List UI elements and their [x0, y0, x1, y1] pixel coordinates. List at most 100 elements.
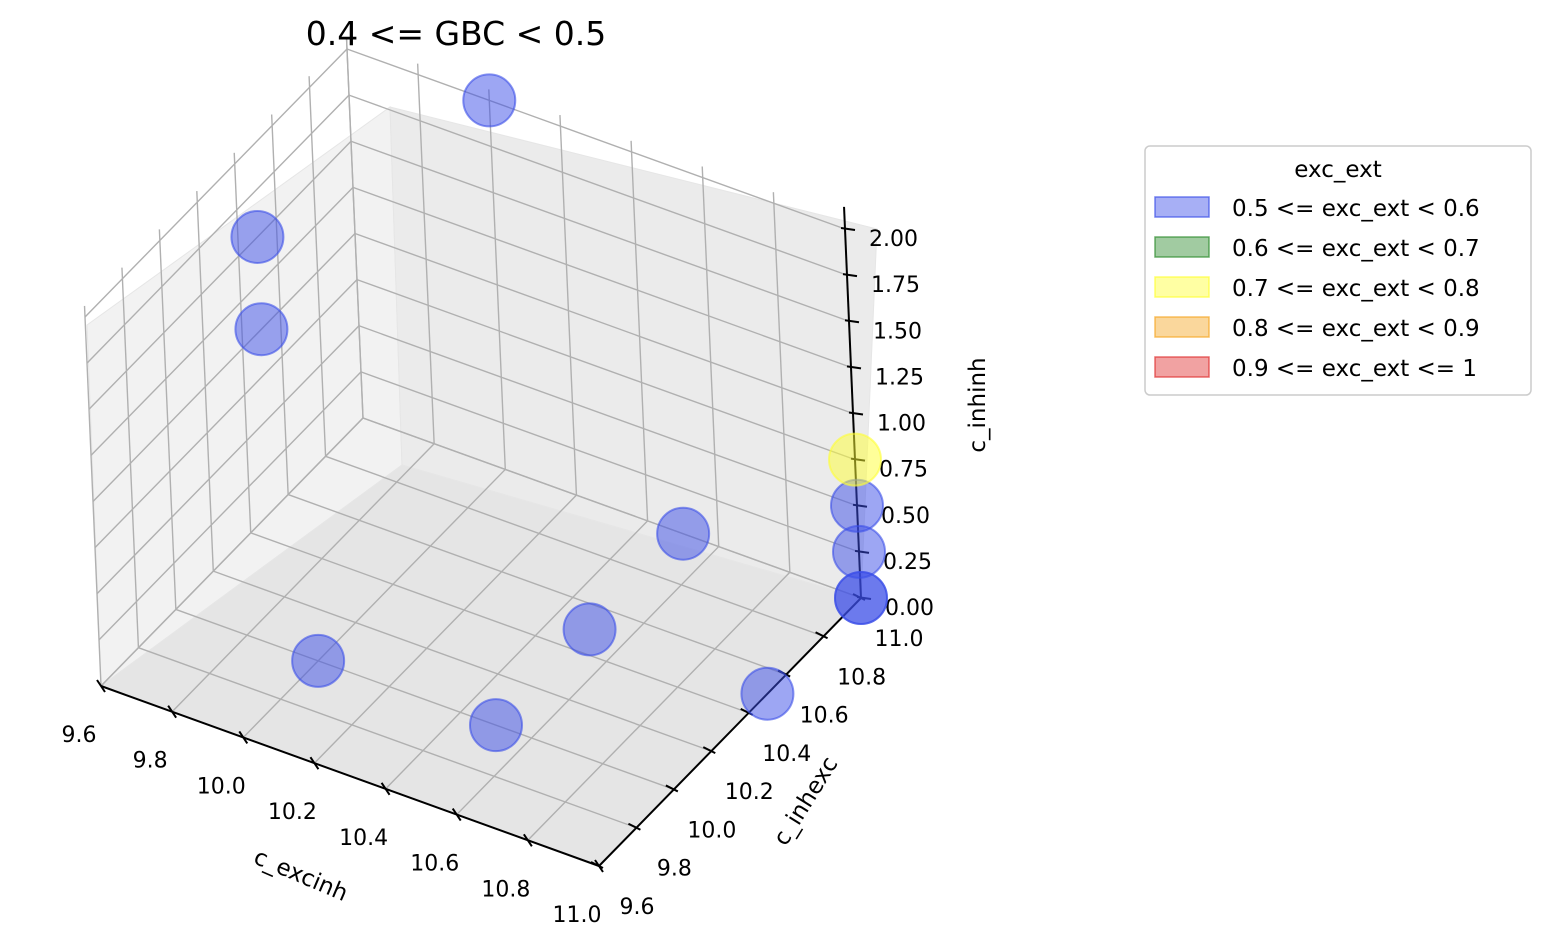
data-point: [469, 698, 523, 753]
gridline-z-right: [354, 232, 854, 415]
legend-frame: [1144, 145, 1532, 396]
data-point: [832, 524, 886, 579]
x-tick: [238, 730, 249, 744]
legend-entry-label: 0.8 <= exc_ext < 0.9: [1232, 316, 1480, 342]
gridline-z-left: [88, 140, 352, 410]
y-tick: [665, 784, 679, 793]
y-tick: [702, 746, 716, 755]
z-tick-label: 0.25: [883, 550, 932, 575]
gridline-z-right: [348, 94, 848, 276]
x-tick: [523, 833, 533, 847]
y-tick-label: 9.8: [657, 857, 692, 882]
z-tick: [842, 273, 858, 278]
gridline-z-right: [352, 186, 852, 369]
gridline-x-wall: [488, 89, 506, 470]
x-tick-label: 9.8: [133, 749, 168, 774]
gridline-y-wall: [196, 191, 214, 572]
gridline-x-wall: [701, 166, 720, 547]
ticks: 9.69.810.010.210.410.610.811.0 9.69.810.0…: [62, 227, 934, 928]
gridline-z-left: [94, 279, 358, 549]
gridline-z-left: [98, 371, 362, 641]
gridline-x-floor: [242, 468, 506, 738]
data-point: [830, 478, 884, 533]
z-tick-label: 1.75: [871, 273, 920, 298]
y-tick-label: 9.6: [620, 895, 655, 920]
y-tick-label: 10.4: [762, 742, 811, 767]
chart-title: 0.4 <= GBC < 0.5: [306, 14, 607, 53]
x-tick: [309, 756, 320, 770]
x-axis-line: [100, 685, 600, 867]
z-tick: [840, 227, 856, 231]
gridline-z-left: [92, 233, 356, 502]
data-point: [740, 666, 795, 721]
gridline-z-left: [100, 417, 364, 687]
gridline-z-right: [346, 48, 846, 230]
gridline-x-wall: [416, 63, 435, 444]
gridline-x-wall: [630, 140, 649, 521]
gridline-z-left: [84, 48, 348, 318]
gridline-y-floor: [138, 647, 637, 829]
data-point: [462, 73, 517, 128]
legend-swatch: [1154, 236, 1210, 258]
gridline-y-wall: [308, 76, 327, 457]
y-tick-label: 10.8: [837, 665, 886, 690]
z-tick: [846, 365, 862, 370]
z-tick-label: 0.50: [881, 504, 930, 529]
x-tick-label: 10.0: [197, 774, 246, 799]
gridline-z-left: [96, 325, 360, 595]
gridline-y-wall: [121, 267, 140, 648]
gridline-x-floor: [385, 520, 649, 790]
x-tick: [451, 808, 462, 822]
data-point: [291, 633, 346, 688]
y-axis-line: [598, 597, 862, 867]
gridline-x-wall: [772, 192, 791, 573]
gridline-y-wall: [345, 37, 364, 419]
gridline-y-wall: [83, 305, 102, 687]
x-axis-label: c_excinh: [250, 844, 352, 907]
gridline-x-floor: [456, 546, 720, 816]
axes-panes: [86, 106, 878, 867]
z-tick-label: 1.50: [873, 319, 922, 344]
data-point: [834, 571, 888, 625]
x-tick-label: 10.8: [481, 877, 530, 902]
x-tick-label: 10.6: [410, 852, 459, 877]
x-tick-label: 10.2: [268, 800, 317, 825]
gridline-y-floor: [325, 455, 824, 637]
data-points: [230, 73, 888, 753]
y-tick: [590, 861, 604, 869]
z-tick-label: 1.25: [875, 365, 924, 390]
data-point: [656, 506, 711, 561]
y-axis-label: c_inhexc: [769, 752, 844, 850]
x-tick: [380, 782, 391, 796]
y-tick: [627, 822, 641, 831]
gridline-x-floor: [527, 571, 791, 841]
legend-entries: 0.5 <= exc_ext < 0.6 0.6 <= exc_ext < 0.7…: [1154, 196, 1480, 382]
legend-entry-label: 0.6 <= exc_ext < 0.7: [1232, 236, 1480, 262]
gridline-y-floor: [250, 532, 749, 714]
y-tick: [815, 631, 829, 640]
z-axis-label: c_inhinh: [965, 357, 991, 452]
legend-swatch: [1154, 356, 1210, 378]
gridline-z-left: [90, 186, 354, 456]
y-tick-label: 10.2: [725, 780, 774, 805]
gridline-z-left: [86, 94, 350, 364]
x-tick-label: 9.6: [62, 723, 97, 748]
gridline-y-floor: [175, 608, 675, 791]
gridline-x-wall: [559, 115, 578, 496]
z-tick-label: 1.00: [877, 412, 926, 437]
x-tick: [96, 679, 106, 693]
gridline-y-wall: [270, 114, 289, 495]
z-tick-label: 0.00: [885, 596, 934, 621]
y-tick-label: 10.0: [687, 818, 736, 843]
gridline-y-floor: [287, 493, 787, 676]
z-tick-label: 2.00: [869, 227, 918, 252]
legend-swatch: [1154, 276, 1210, 298]
gridline-x-floor: [313, 494, 577, 764]
legend-swatch: [1154, 196, 1210, 218]
gridline-z-right: [356, 278, 856, 461]
gridline-z-right: [360, 371, 860, 553]
y-tick-label: 10.6: [800, 704, 849, 729]
legend-entry-label: 0.5 <= exc_ext < 0.6: [1232, 196, 1480, 222]
legend-swatch: [1154, 316, 1210, 338]
